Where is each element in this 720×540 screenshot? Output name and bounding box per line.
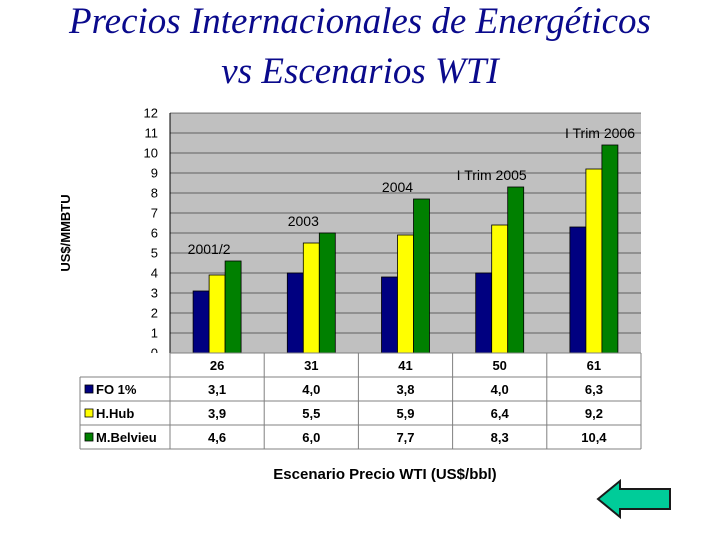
data-label: 6,0: [302, 430, 320, 445]
x-category-label: 50: [492, 358, 506, 373]
annotation-label: 2001/2: [188, 241, 231, 257]
y-tick-label: 6: [151, 226, 158, 241]
legend-swatch: [84, 408, 94, 418]
y-tick-label: 7: [151, 206, 158, 221]
y-axis-title: US$/MMBTU: [58, 194, 73, 271]
legend-swatch: [84, 432, 94, 442]
bar: [569, 226, 587, 354]
bar: [318, 232, 336, 354]
annotation-label: 2003: [288, 213, 319, 229]
y-tick-label: 3: [151, 286, 158, 301]
bar: [397, 234, 414, 354]
bar: [507, 186, 525, 354]
title-line-2: vs Escenarios WTI: [221, 51, 499, 92]
bar: [302, 242, 320, 354]
bar: [413, 198, 430, 354]
x-category-label: 61: [587, 358, 601, 373]
data-label: 10,4: [581, 430, 607, 445]
bar: [381, 276, 398, 354]
x-category-label: 31: [304, 358, 318, 373]
data-label: 8,3: [491, 430, 509, 445]
bar: [585, 168, 603, 354]
data-label: 4,0: [491, 382, 509, 397]
y-tick-label: 8: [151, 186, 158, 201]
bar: [286, 272, 304, 354]
y-tick-label: 9: [151, 166, 158, 181]
data-label: 4,6: [208, 430, 226, 445]
data-label: 4,0: [302, 382, 320, 397]
data-label: 5,9: [396, 406, 414, 421]
bar: [192, 290, 210, 354]
bar: [224, 260, 242, 354]
data-label: 6,3: [585, 382, 603, 397]
y-tick-label: 4: [151, 266, 158, 281]
legend-swatch: [84, 384, 94, 394]
annotation-label: 2004: [382, 179, 413, 195]
y-tick-label: 12: [144, 106, 158, 121]
y-tick-label: 11: [145, 126, 159, 141]
x-category-label: 26: [210, 358, 224, 373]
annotation-label: I Trim 2005: [457, 167, 527, 183]
back-arrow-icon[interactable]: [596, 479, 672, 519]
bar: [601, 144, 619, 354]
y-tick-label: 10: [144, 146, 158, 161]
x-category-label: 41: [398, 358, 412, 373]
data-label: 3,1: [208, 382, 226, 397]
bar: [208, 274, 226, 354]
data-label: 9,2: [585, 406, 603, 421]
legend-label: H.Hub: [96, 406, 134, 421]
y-tick-label: 5: [151, 246, 158, 261]
annotation-label: I Trim 2006: [565, 125, 635, 141]
data-label: 3,8: [396, 382, 414, 397]
y-tick-label: 2: [151, 306, 158, 321]
data-label: 6,4: [491, 406, 510, 421]
bar: [491, 224, 509, 354]
x-axis-title: Escenario Precio WTI (US$/bbl): [273, 466, 496, 483]
bar: [475, 272, 493, 354]
y-tick-label: 1: [151, 326, 158, 341]
title-line-1: Precios Internacionales de Energéticos: [69, 1, 651, 42]
legend-label: FO 1%: [96, 382, 137, 397]
data-label: 3,9: [208, 406, 226, 421]
data-label: 5,5: [302, 406, 320, 421]
data-label: 7,7: [396, 430, 414, 445]
legend-label: M.Belvieu: [96, 430, 157, 445]
